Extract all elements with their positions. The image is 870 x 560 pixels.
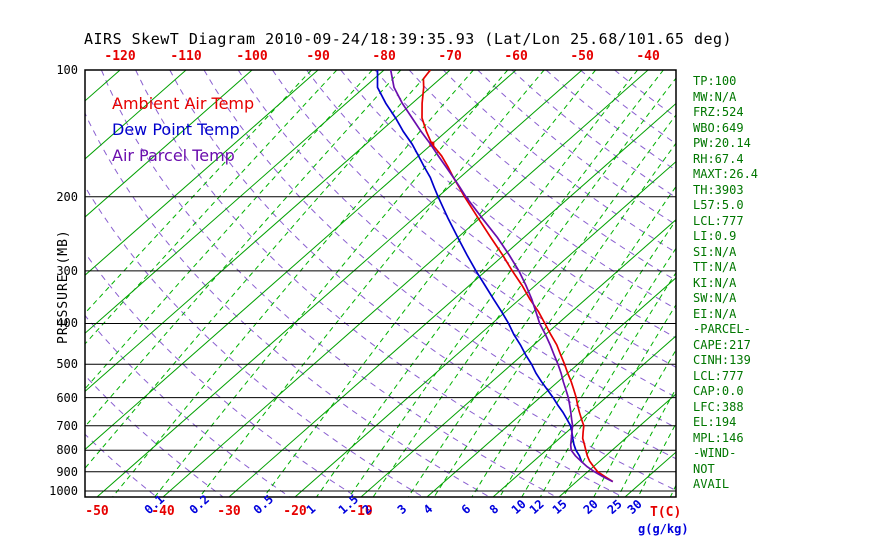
stats-line: LFC:388 (693, 399, 744, 414)
sounding-stats-panel: TP:100 MW:N/A FRZ:524 WBO:649 PW:20.14 RH:67.… (693, 74, 758, 493)
stats-line: EI:N/A (693, 306, 737, 321)
stats-line: SI:N/A (693, 244, 737, 259)
pressure-tick-label: 700 (56, 418, 78, 433)
stats-line: MPL:146 (693, 430, 744, 445)
stats-line: MAXT:26.4 (693, 167, 759, 181)
top-temp-label: -100 (236, 49, 268, 64)
stats-line: CAP:0.0 (693, 384, 744, 398)
bottom-temp-label: -10 (349, 504, 373, 519)
top-temp-label: -80 (372, 49, 396, 64)
stats-line: -WIND- (693, 446, 737, 460)
stats-line: TP:100 (693, 74, 737, 88)
stats-line: FRZ:524 (693, 105, 744, 119)
stats-line: TH:3903 (693, 182, 744, 197)
top-temp-label: -40 (636, 49, 660, 64)
pressure-tick-label: 300 (56, 263, 78, 278)
pressure-tick-label: 800 (56, 443, 78, 458)
pressure-tick-label: 400 (56, 316, 78, 331)
stats-line: KI:N/A (693, 275, 737, 290)
stats-line: EL:194 (693, 415, 737, 429)
pressure-tick-label: 500 (56, 357, 78, 372)
ambient-temp-curve (421, 70, 614, 483)
top-temp-label: -60 (504, 49, 528, 64)
stats-line: L57:5.0 (693, 198, 744, 212)
legend: Ambient Air Temp Dew Point Temp Air Parc… (112, 94, 254, 172)
stats-line: CINH:139 (693, 353, 751, 367)
pressure-tick-label: 100 (56, 63, 78, 77)
stats-line: PW:20.14 (693, 136, 751, 150)
top-temp-label: -110 (170, 49, 202, 64)
stats-line: WBO:649 (693, 120, 744, 135)
stats-line: SW:N/A (693, 291, 737, 305)
pressure-tick-label: 200 (56, 189, 78, 204)
pressure-gridlines (85, 70, 676, 492)
stats-line: LCL:777 (693, 213, 744, 228)
stats-line: LCL:777 (693, 368, 744, 383)
stats-line: TT:N/A (693, 260, 737, 274)
parcel-temp-curve (389, 70, 614, 483)
bottom-temp-label: -50 (85, 504, 109, 519)
top-temp-label: -90 (306, 49, 330, 64)
top-temp-label: -50 (570, 49, 594, 64)
top-temp-label: -120 (104, 49, 136, 64)
plot-frame (84, 69, 677, 498)
stats-line: CAPE:217 (693, 337, 751, 352)
stats-line: NOT (693, 461, 715, 476)
dewpoint-temp-curve (376, 70, 583, 463)
top-temp-label: -70 (438, 49, 462, 64)
stats-line: LI:0.9 (693, 229, 737, 243)
bottom-temp-label: -40 (151, 504, 175, 519)
tropopause-marker (429, 141, 435, 147)
stats-line: AVAIL (693, 477, 730, 491)
bottom-temp-label: -30 (217, 504, 241, 519)
chart-title: AIRS SkewT Diagram 2010-09-24/18:39:35.9… (84, 30, 733, 48)
stats-line: MW:N/A (693, 89, 737, 104)
legend-dew-point: Dew Point Temp (112, 120, 240, 139)
legend-ambient-temp: Ambient Air Temp (112, 94, 255, 113)
mixing-ratio-unit-label: g(g/kg) (638, 522, 689, 536)
bottom-temp-label: -20 (283, 504, 307, 519)
pressure-tick-label: 900 (56, 464, 78, 479)
stats-line: RH:67.4 (693, 151, 744, 166)
stats-line: -PARCEL- (693, 322, 751, 336)
pressure-tick-label: 600 (56, 390, 78, 405)
temp-unit-label: T(C) (650, 505, 682, 520)
pressure-tick-label: 1000 (49, 484, 78, 498)
legend-air-parcel: Air Parcel Temp (112, 146, 235, 165)
